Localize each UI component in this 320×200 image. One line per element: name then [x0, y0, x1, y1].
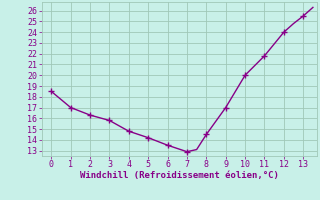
- X-axis label: Windchill (Refroidissement éolien,°C): Windchill (Refroidissement éolien,°C): [80, 171, 279, 180]
